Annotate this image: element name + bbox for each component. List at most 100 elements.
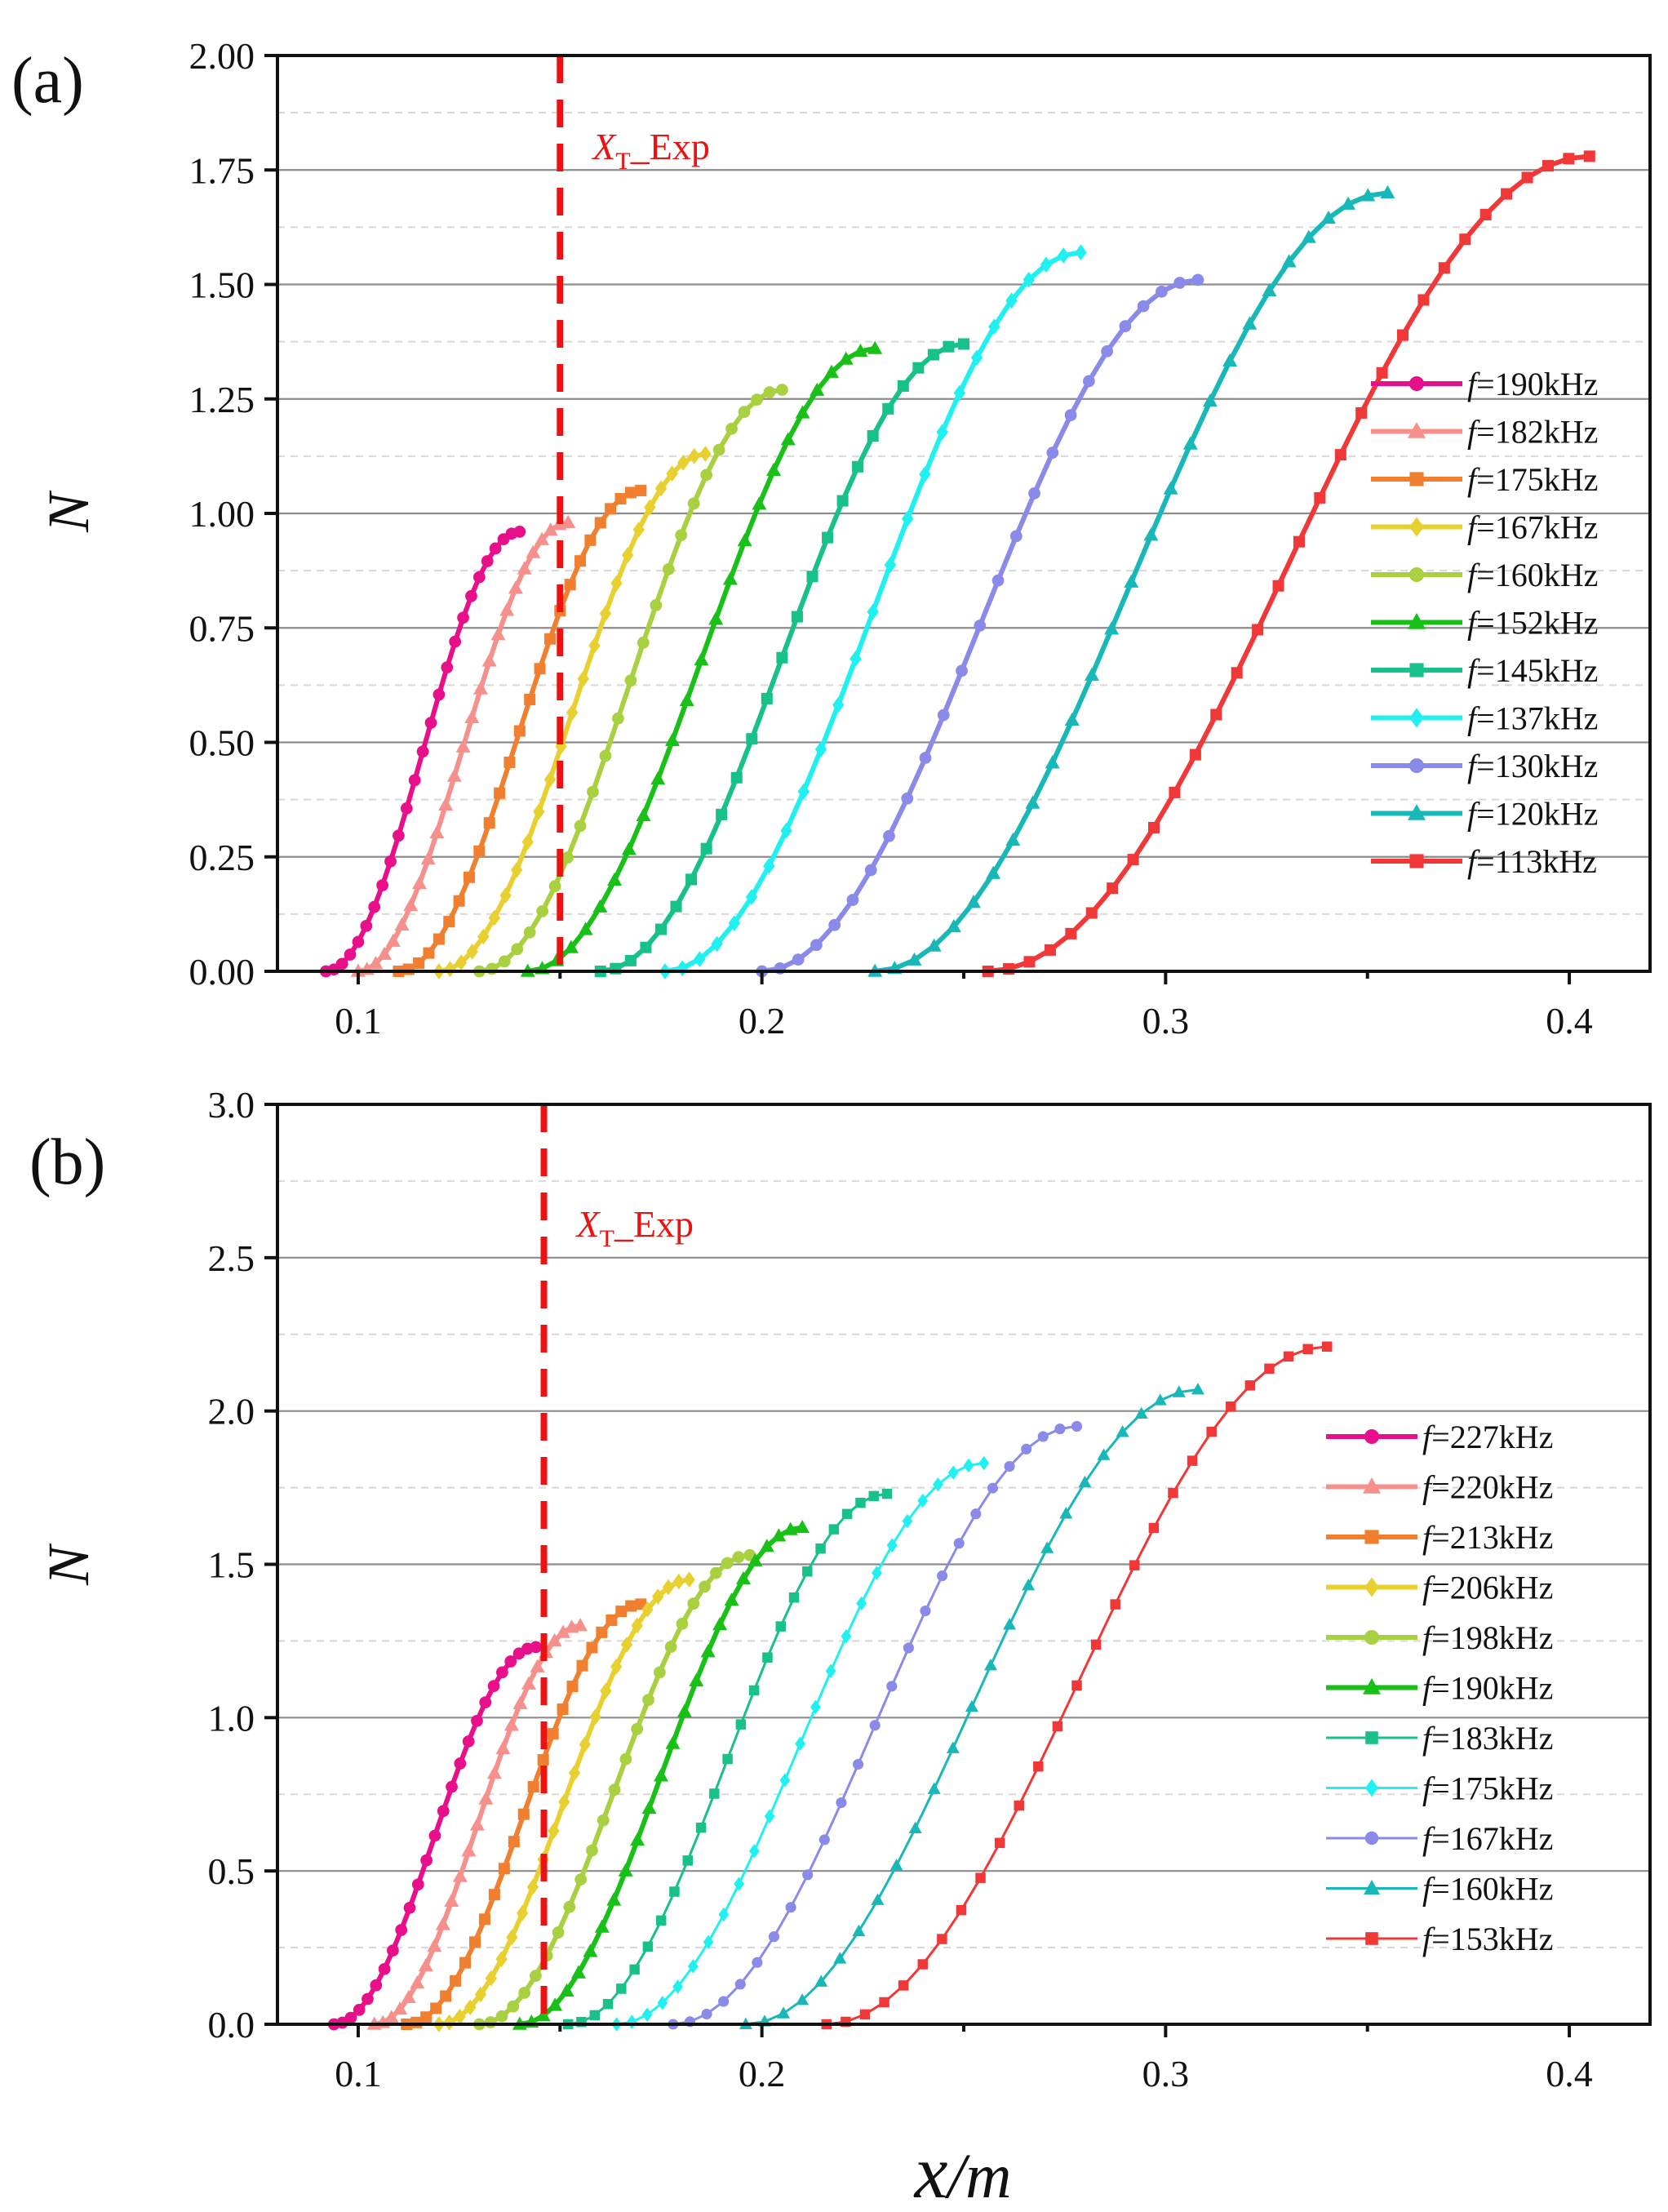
data-point-182kHz <box>499 602 515 616</box>
data-point-190kHz <box>735 1570 751 1585</box>
data-point-190kHz <box>535 2008 551 2022</box>
y-tick-label: 1.25 <box>189 379 255 420</box>
data-point-206kHz <box>631 1617 643 1634</box>
legend-label-182kHz: f=182kHz <box>1467 414 1598 451</box>
data-point-137kHz <box>694 951 706 967</box>
data-point-198kHz <box>676 1618 689 1630</box>
legend-label-eq: = <box>1476 366 1495 402</box>
data-point-153kHz <box>1090 1639 1102 1650</box>
data-point-182kHz <box>481 653 497 667</box>
data-point-175kHz <box>641 2007 653 2023</box>
data-point-183kHz <box>589 2010 600 2021</box>
data-point-160kHz <box>1153 1393 1167 1406</box>
legend-marker-190kHz <box>1363 1677 1381 1695</box>
data-point-152kHz <box>592 899 608 913</box>
data-point-198kHz <box>619 1752 632 1766</box>
data-point-175kHz <box>524 694 536 706</box>
data-point-175kHz <box>483 817 495 829</box>
data-point-167kHz <box>953 1538 965 1549</box>
data-point-190kHz <box>747 1552 763 1566</box>
data-point-206kHz <box>443 2014 455 2031</box>
data-point-167kHz <box>577 670 589 687</box>
data-point-160kHz <box>548 880 561 893</box>
data-point-160kHz <box>612 712 624 725</box>
legend-marker-145kHz <box>1409 663 1424 677</box>
data-point-153kHz <box>879 1997 889 2008</box>
y-tick-label: 1.50 <box>189 264 255 306</box>
data-point-160kHz <box>725 422 738 435</box>
data-point-198kHz <box>721 1557 734 1570</box>
data-point-182kHz <box>420 851 436 865</box>
legend-label-eq: = <box>1431 1419 1450 1455</box>
data-point-227kHz <box>471 1714 483 1727</box>
data-point-113kHz <box>1563 153 1575 165</box>
legend-label-value: 182kHz <box>1495 414 1599 451</box>
data-point-130kHz <box>792 953 805 966</box>
data-point-167kHz <box>937 1570 948 1582</box>
legend-label-eq: = <box>1476 843 1495 880</box>
data-point-213kHz <box>547 1728 559 1740</box>
data-point-183kHz <box>602 1999 614 2010</box>
data-point-130kHz <box>1137 300 1150 313</box>
data-point-120kHz <box>1380 184 1395 199</box>
data-point-183kHz <box>642 1941 654 1952</box>
data-point-175kHz <box>687 1959 699 1974</box>
data-point-145kHz <box>806 571 818 583</box>
data-point-130kHz <box>1119 320 1132 333</box>
data-point-190kHz <box>433 688 446 701</box>
data-point-227kHz <box>446 1780 458 1793</box>
data-point-167kHz <box>785 1902 796 1913</box>
data-point-190kHz <box>481 555 494 567</box>
data-point-175kHz <box>463 871 476 883</box>
data-point-160kHz <box>889 1859 903 1871</box>
legend-label-eq: = <box>1431 1720 1450 1757</box>
data-point-113kHz <box>1583 150 1595 162</box>
data-point-153kHz <box>1110 1599 1120 1610</box>
data-point-145kHz <box>670 900 682 913</box>
data-point-206kHz <box>485 1970 497 1987</box>
data-point-220kHz <box>486 1766 502 1779</box>
data-point-220kHz <box>435 1917 450 1930</box>
data-point-190kHz <box>335 957 348 971</box>
data-point-113kHz <box>1334 449 1346 461</box>
data-point-213kHz <box>625 1600 637 1612</box>
legend-label-eq: = <box>1431 1570 1450 1606</box>
data-point-175kHz <box>402 963 415 975</box>
y-tick-label: 0.0 <box>208 2004 255 2045</box>
data-point-175kHz <box>513 725 526 737</box>
data-point-153kHz <box>859 2009 871 2020</box>
y-tick-label: 0.25 <box>189 837 255 878</box>
data-point-130kHz <box>846 894 859 906</box>
legend-marker-113kHz <box>1409 854 1424 868</box>
data-point-206kHz <box>568 1765 581 1781</box>
data-point-206kHz <box>683 1571 695 1588</box>
data-point-206kHz <box>662 1579 675 1596</box>
data-point-182kHz <box>561 514 576 528</box>
data-point-137kHz <box>1075 244 1087 261</box>
data-point-152kHz <box>867 340 883 354</box>
data-point-137kHz <box>797 783 810 800</box>
legend-label-value: 220kHz <box>1450 1469 1554 1506</box>
data-point-175kHz <box>657 1996 668 2010</box>
data-point-190kHz <box>665 1735 681 1749</box>
legend-label-120kHz: f=120kHz <box>1467 796 1598 833</box>
data-point-153kHz <box>956 1904 967 1916</box>
data-point-145kHz <box>927 349 939 361</box>
legend-label-eq: = <box>1431 1469 1450 1506</box>
data-point-113kHz <box>1127 854 1139 866</box>
data-point-167kHz <box>768 1931 780 1943</box>
legend-marker-137kHz <box>1409 708 1424 728</box>
data-point-220kHz <box>410 1975 425 1989</box>
legend-marker-183kHz <box>1365 1731 1378 1744</box>
data-point-130kHz <box>1028 486 1040 500</box>
legend-label-eq: = <box>1476 605 1495 642</box>
data-point-130kHz <box>883 829 895 842</box>
legend-label-eq: = <box>1476 509 1495 546</box>
data-point-198kHz <box>608 1783 621 1796</box>
data-point-227kHz <box>530 1641 542 1654</box>
data-point-153kHz <box>1071 1680 1082 1691</box>
data-point-220kHz <box>512 1695 528 1709</box>
data-point-182kHz <box>535 531 550 545</box>
data-point-213kHz <box>508 1836 520 1848</box>
data-point-183kHz <box>815 1544 826 1554</box>
